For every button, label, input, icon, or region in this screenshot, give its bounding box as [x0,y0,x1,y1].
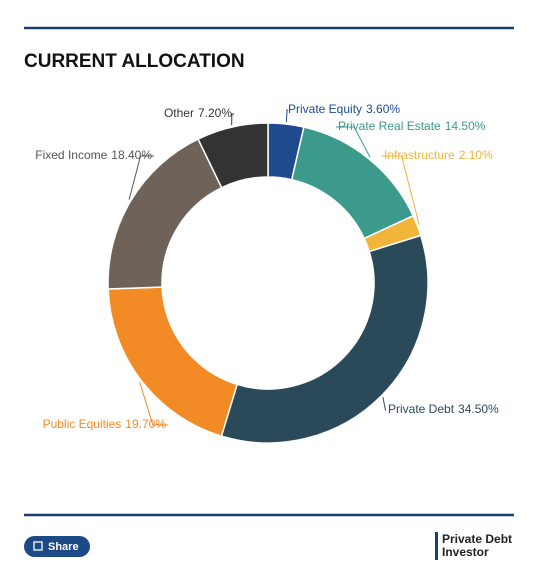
label-name: Public Equities [43,417,122,431]
slice-label: Fixed Income 18.40% [35,148,152,162]
label-name: Other [164,106,194,120]
donut-slice [290,126,415,240]
label-name: Private Equity [288,102,362,116]
slice-label: Private Equity 3.60% [288,102,400,116]
leader-line [382,155,420,225]
label-name: Private Real Estate [338,119,441,133]
share-pill[interactable] [24,536,90,557]
leader-line [382,397,386,411]
share-button[interactable]: Share [24,536,90,557]
label-name: Private Debt [388,402,455,416]
label-name: Fixed Income [35,148,107,162]
label-value: 2.10% [459,148,493,162]
share-label[interactable]: Share [48,541,79,553]
donut-slice [107,286,239,438]
label-value: 19.70% [125,417,166,431]
label-value: 14.50% [445,119,486,133]
leader-line [128,155,154,200]
donut-slice [197,122,269,189]
donut-slice [220,234,429,444]
label-name: Infrastructure [384,148,455,162]
slice-label: Private Real Estate 14.50% [338,119,486,133]
leader-line [139,381,168,426]
leader-line [285,109,288,123]
leader-line [336,126,371,158]
slice-label: Private Debt 34.50% [388,402,499,416]
label-value: 3.60% [366,102,400,116]
logo-line: Private Debt [442,532,512,546]
leader-line [231,113,234,126]
slice-label: Public Equities 19.70% [43,417,167,431]
logo-bar [435,532,438,560]
label-value: 34.50% [458,402,499,416]
chart-title: CURRENT ALLOCATION [24,51,245,72]
logo-line: Investor [442,545,489,559]
label-value: 18.40% [111,148,152,162]
slice-label: Infrastructure 2.10% [384,148,493,162]
slice-label: Other 7.20% [164,106,232,120]
label-value: 7.20% [198,106,232,120]
share-icon [33,541,43,551]
